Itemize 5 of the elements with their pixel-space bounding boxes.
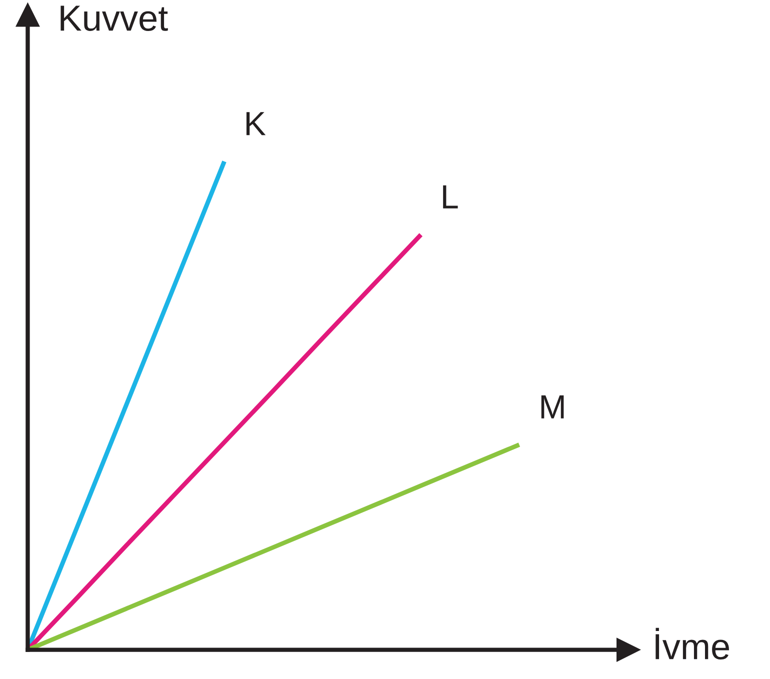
y-axis-title: Kuvvet [60,6,168,31]
x-axis-title: İvme [656,628,729,660]
series-label: K [246,112,266,136]
series-label: M [541,395,564,418]
series-label: L [443,185,458,208]
